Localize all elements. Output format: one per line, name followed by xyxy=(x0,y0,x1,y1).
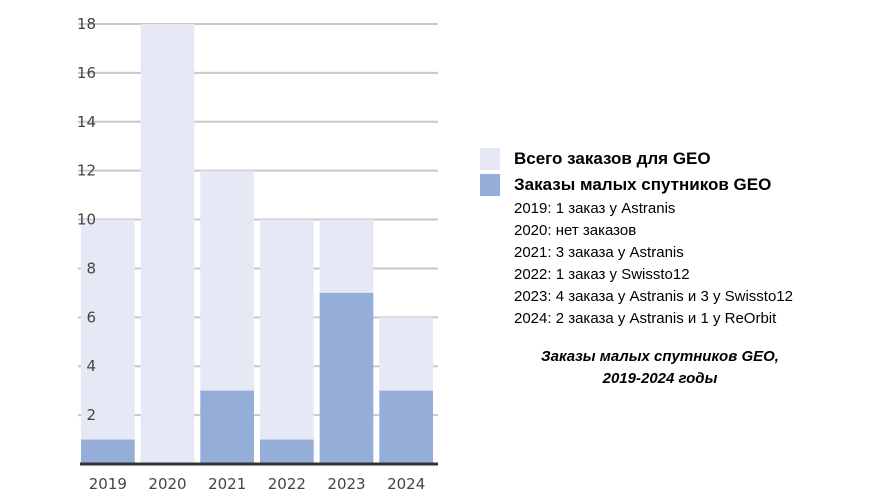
bar-small-2023 xyxy=(319,292,374,464)
x-axis-tick-labels: 2019 2020 2021 2022 2023 2024 xyxy=(89,475,426,493)
x-tick-label-2024: 2024 xyxy=(387,475,425,493)
bar-total-2019 xyxy=(81,219,135,464)
legend-item-total: Всего заказов для GEO xyxy=(480,146,771,172)
note-2024: 2024: 2 заказа у Astranis и 1 у ReOrbit xyxy=(514,310,777,327)
x-tick-label-2022: 2022 xyxy=(268,475,306,493)
caption-line-2: 2019-2024 годы xyxy=(602,370,718,387)
x-tick-label-2023: 2023 xyxy=(327,475,365,493)
x-tick-label-2021: 2021 xyxy=(208,475,246,493)
chart-caption: Заказы малых спутников GEO, 2019-2024 го… xyxy=(520,346,800,390)
bar-total-2022 xyxy=(260,219,314,464)
y-tick-label-4: 4 xyxy=(86,357,96,375)
legend-item-small: Заказы малых спутников GEO xyxy=(480,172,771,198)
caption-line-1: Заказы малых спутников GEO, xyxy=(541,348,779,365)
annotation-notes: 2019: 1 заказ у Astranis 2020: нет заказ… xyxy=(514,198,793,330)
y-tick-label-16: 16 xyxy=(77,64,96,82)
y-tick-label-10: 10 xyxy=(77,211,96,229)
note-2021: 2021: 3 заказа у Astranis xyxy=(514,244,684,261)
bar-total-2020 xyxy=(140,24,195,464)
legend: Всего заказов для GEO Заказы малых спутн… xyxy=(480,146,771,198)
legend-swatch-small xyxy=(480,174,500,196)
y-tick-label-18: 18 xyxy=(77,15,96,33)
bar-small-2021 xyxy=(200,390,254,464)
y-tick-label-6: 6 xyxy=(86,308,96,326)
x-tick-label-2019: 2019 xyxy=(89,475,127,493)
bar-chart: 2 4 6 8 10 12 14 16 18 2019 2020 2021 2022 2023 2024 xyxy=(77,15,438,493)
note-2023: 2023: 4 заказа у Astranis и 3 у Swissto1… xyxy=(514,288,793,305)
gridlines xyxy=(78,23,438,417)
y-tick-label-12: 12 xyxy=(77,162,96,180)
note-2022: 2022: 1 заказ у Swissto12 xyxy=(514,266,690,283)
y-tick-label-8: 8 xyxy=(86,259,96,277)
note-2019: 2019: 1 заказ у Astranis xyxy=(514,200,676,217)
bar-small-2022 xyxy=(260,439,314,464)
bar-small-2024 xyxy=(379,390,433,464)
y-axis-tick-labels: 2 4 6 8 10 12 14 16 18 xyxy=(77,15,96,424)
small-sat-orders-series xyxy=(81,292,433,464)
legend-label-small: Заказы малых спутников GEO xyxy=(514,175,772,194)
y-tick-label-2: 2 xyxy=(86,406,96,424)
legend-swatch-total xyxy=(480,148,500,170)
note-2020: 2020: нет заказов xyxy=(514,222,637,239)
x-tick-label-2020: 2020 xyxy=(148,475,186,493)
y-tick-label-14: 14 xyxy=(77,113,96,131)
legend-label-total: Всего заказов для GEO xyxy=(514,149,711,168)
bar-small-2019 xyxy=(81,439,135,464)
